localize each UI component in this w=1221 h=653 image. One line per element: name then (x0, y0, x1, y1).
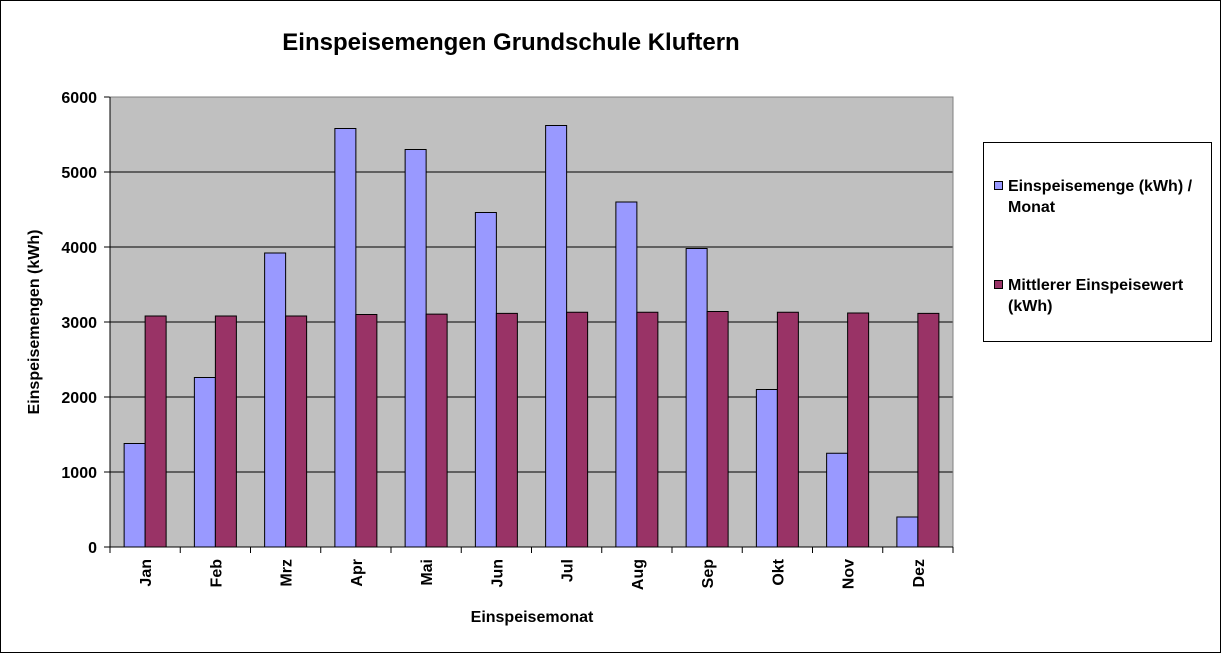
bar-einspeisemenge-okt (755, 389, 778, 548)
bar-mittlerer-einspeisewert-sep (706, 311, 729, 548)
y-tick-label: 0 (88, 540, 97, 557)
y-tick-label: 4000 (61, 240, 97, 257)
y-tick-label: 3000 (61, 315, 97, 332)
bar-mittlerer-einspeisewert-feb (214, 315, 237, 548)
x-tick-label: Mai (419, 559, 436, 586)
bar-einspeisemenge-nov (826, 452, 849, 548)
x-tick-label: Jun (489, 559, 506, 587)
bar-mittlerer-einspeisewert-jul (566, 311, 589, 548)
x-tick-label: Okt (770, 558, 787, 585)
x-tick-label: Apr (349, 559, 366, 587)
x-tick-label: Aug (630, 559, 647, 590)
y-tick-label: 5000 (61, 165, 97, 182)
legend-swatch-einspeisemenge (994, 181, 1003, 190)
y-tick-labels: 0 1000 2000 3000 4000 5000 6000 (61, 90, 97, 557)
bar-einspeisemenge-jun (474, 212, 497, 548)
bars (123, 125, 940, 548)
x-tick-labels: Jan Feb Mrz Apr Mai Jun Jul Aug Sep Okt Nov Dez (138, 558, 928, 590)
bar-einspeisemenge-jan (123, 443, 146, 548)
bar-einspeisemenge-dez (896, 516, 919, 548)
bar-einspeisemenge-apr (334, 128, 357, 548)
y-tick-label: 6000 (61, 90, 97, 107)
bar-mittlerer-einspeisewert-dez (917, 312, 940, 548)
bar-mittlerer-einspeisewert-aug (636, 311, 659, 548)
bar-einspeisemenge-sep (685, 248, 708, 548)
x-tick-label: Feb (208, 559, 225, 588)
bar-einspeisemenge-feb (193, 377, 216, 548)
bar-mittlerer-einspeisewert-mrz (285, 315, 308, 548)
x-tick-label: Jan (138, 559, 155, 587)
x-axis-label: Einspeisemonat (471, 609, 594, 626)
bar-einspeisemenge-mrz (264, 252, 287, 548)
chart-title: Einspeisemengen Grundschule Kluftern (282, 29, 739, 56)
bar-mittlerer-einspeisewert-okt (776, 311, 799, 548)
bar-mittlerer-einspeisewert-mai (425, 313, 448, 548)
x-tick-label: Jul (560, 559, 577, 582)
x-tick-label: Dez (911, 559, 928, 587)
x-tick-label: Sep (700, 559, 717, 589)
legend-swatch-mittlerer-einspeisewert (994, 280, 1003, 289)
bar-einspeisemenge-aug (615, 201, 638, 548)
bar-mittlerer-einspeisewert-jan (144, 315, 167, 548)
y-tick-label: 2000 (61, 390, 97, 407)
legend-label-mittlerer-einspeisewert: Mittlerer Einspeisewert (kWh) (1008, 277, 1184, 315)
x-tick-label: Mrz (279, 559, 296, 587)
axes (104, 96, 954, 553)
legend: Einspeisemenge (kWh) / Monat Mittlerer E… (983, 142, 1212, 342)
bar-einspeisemenge-jul (545, 125, 568, 548)
bar-mittlerer-einspeisewert-nov (847, 312, 870, 548)
bar-mittlerer-einspeisewert-apr (355, 314, 378, 548)
x-tick-label: Nov (841, 559, 858, 589)
y-tick-label: 1000 (61, 465, 97, 482)
bar-mittlerer-einspeisewert-jun (495, 312, 518, 548)
bar-einspeisemenge-mai (404, 149, 427, 548)
legend-label-einspeisemenge: Einspeisemenge (kWh) / Monat (1008, 178, 1193, 216)
y-axis-label: Einspeisemengen (kWh) (26, 230, 43, 415)
